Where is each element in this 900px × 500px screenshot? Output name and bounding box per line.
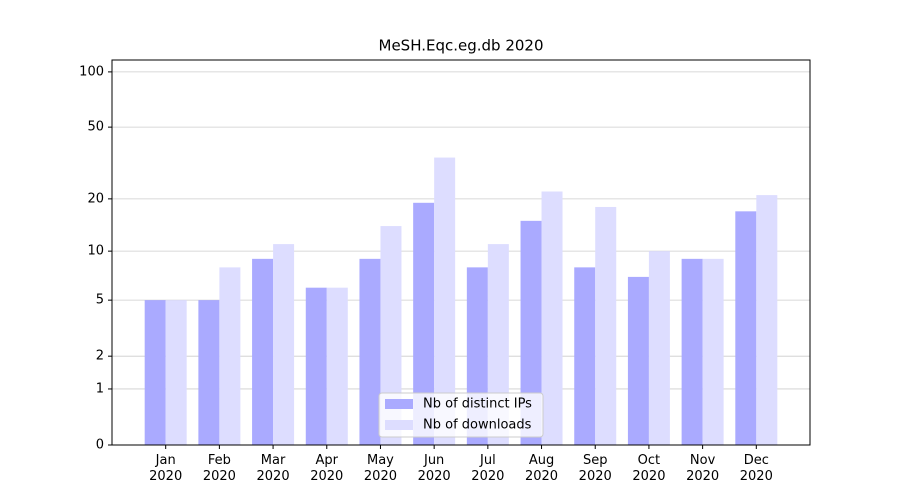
x-tick-label: Nov 2020 bbox=[686, 453, 720, 484]
x-tick-label: Dec 2020 bbox=[739, 453, 773, 484]
y-tick-label: 1 bbox=[96, 381, 104, 396]
x-tick-label: Jan 2020 bbox=[149, 453, 183, 484]
x-tick-label: Aug 2020 bbox=[524, 453, 559, 484]
bar bbox=[198, 300, 220, 445]
bar bbox=[219, 267, 241, 445]
bar bbox=[648, 251, 670, 445]
bar bbox=[434, 157, 456, 446]
bar bbox=[252, 258, 274, 445]
bar bbox=[165, 300, 187, 445]
bar bbox=[380, 226, 402, 445]
x-tick-label: Jun 2020 bbox=[417, 453, 451, 484]
bar bbox=[326, 287, 348, 445]
y-tick-label: 10 bbox=[87, 244, 104, 259]
x-tick-label: May 2020 bbox=[363, 453, 397, 484]
bar bbox=[520, 220, 542, 445]
y-tick-label: 50 bbox=[87, 120, 104, 135]
y-tick-label: 0 bbox=[96, 438, 104, 453]
x-tick-label: Apr 2020 bbox=[310, 453, 344, 484]
legend-box bbox=[378, 392, 544, 438]
bar bbox=[359, 258, 381, 445]
bar bbox=[595, 206, 617, 445]
bar bbox=[702, 258, 724, 445]
y-tick-label: 20 bbox=[87, 191, 104, 206]
x-tick-label: Oct 2020 bbox=[632, 453, 666, 484]
legend-label: Nb of downloads bbox=[423, 418, 532, 433]
y-tick-label: 2 bbox=[96, 349, 104, 364]
x-tick-label: Mar 2020 bbox=[256, 453, 290, 484]
bar bbox=[273, 244, 295, 445]
x-tick-label: Feb 2020 bbox=[202, 453, 236, 484]
x-tick-label: Jul 2020 bbox=[471, 453, 505, 484]
bar bbox=[413, 202, 435, 445]
x-tick-label: Sep 2020 bbox=[578, 453, 612, 484]
bar bbox=[735, 211, 757, 445]
bar bbox=[541, 191, 563, 445]
bar bbox=[574, 267, 596, 445]
legend-swatch bbox=[385, 399, 413, 409]
bar bbox=[756, 195, 778, 445]
bar bbox=[144, 300, 166, 445]
chart-title: MeSH.Eqc.eg.db 2020 bbox=[379, 37, 544, 55]
bar bbox=[627, 276, 649, 445]
y-tick-label: 5 bbox=[96, 293, 104, 308]
legend-label: Nb of distinct IPs bbox=[423, 397, 532, 412]
bar bbox=[681, 258, 703, 445]
bar bbox=[305, 287, 327, 445]
legend-swatch bbox=[385, 420, 413, 430]
plot-frame bbox=[111, 59, 811, 446]
y-tick-label: 100 bbox=[79, 64, 104, 79]
